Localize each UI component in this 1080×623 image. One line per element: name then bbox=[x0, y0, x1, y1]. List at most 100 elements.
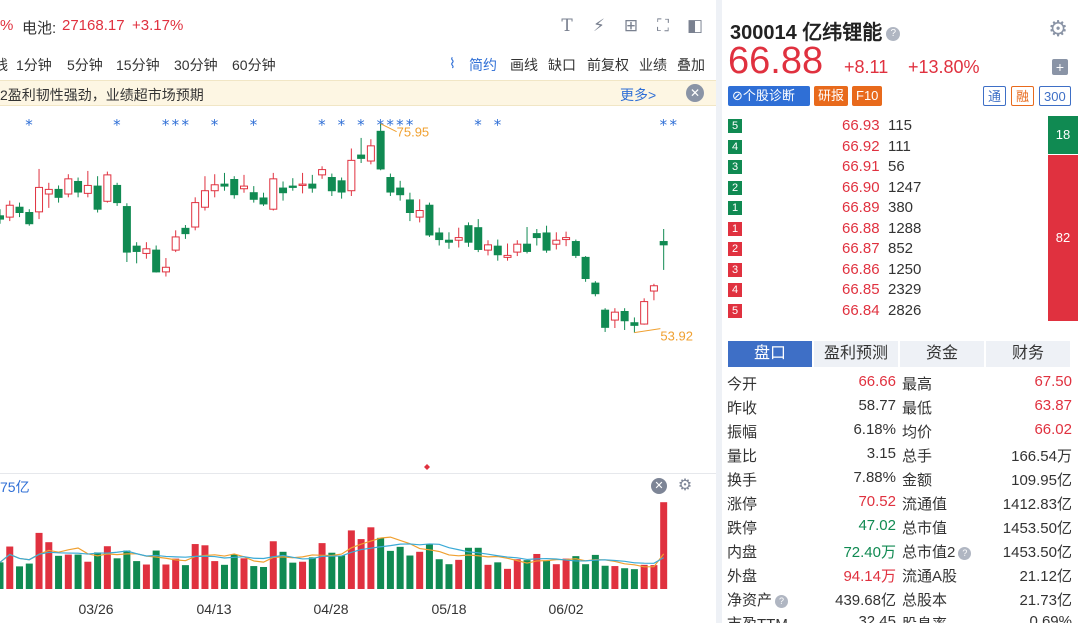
close-icon[interactable]: ✕ bbox=[651, 478, 667, 494]
stat-value: 66.66 bbox=[858, 373, 896, 390]
lightning-icon[interactable]: ⚡ bbox=[593, 16, 605, 35]
simple-button[interactable]: 简约 bbox=[469, 57, 497, 73]
gear-icon[interactable]: ⚙ bbox=[677, 477, 693, 494]
candle bbox=[435, 232, 444, 241]
volume-bar bbox=[474, 547, 482, 589]
stock-title: 300014 亿纬锂能? bbox=[730, 16, 901, 45]
period-15min[interactable]: 15分钟 bbox=[116, 57, 160, 73]
draw-button[interactable]: 画线 bbox=[510, 57, 538, 73]
high-label: 75.95 bbox=[397, 125, 430, 140]
volume-bar bbox=[533, 553, 541, 589]
volume-bar bbox=[6, 546, 14, 589]
candle bbox=[298, 183, 307, 186]
volume-bar bbox=[240, 558, 248, 589]
stat-value: 109.95亿 bbox=[1011, 472, 1072, 489]
volume-bar bbox=[55, 555, 63, 589]
order-book-row[interactable]: 3 66.91 56 bbox=[722, 157, 1042, 177]
candle bbox=[74, 180, 83, 193]
volume-bar bbox=[279, 551, 287, 589]
candle bbox=[83, 184, 92, 194]
level-price: 66.91 bbox=[842, 158, 880, 175]
period-30min[interactable]: 30分钟 bbox=[174, 57, 218, 73]
order-book-row[interactable]: 2 66.87 852 bbox=[722, 239, 1042, 259]
expand-icon[interactable]: ⛶ bbox=[657, 16, 669, 35]
kline-chart[interactable]: ****************** 75.95 53.92 bbox=[0, 106, 716, 473]
stats-row: 跌停 47.02 总市值 1453.50亿 bbox=[722, 515, 1080, 539]
help-icon[interactable]: ? bbox=[775, 594, 789, 608]
stat-key: 市盈TTM bbox=[727, 613, 788, 623]
candle bbox=[659, 241, 668, 246]
stat-key: 今开 bbox=[727, 376, 758, 393]
stat-value: 6.18% bbox=[853, 421, 896, 438]
tab-finance[interactable]: 财务 bbox=[986, 341, 1070, 367]
text-icon[interactable]: T bbox=[561, 16, 573, 36]
volume-ma1 bbox=[0, 536, 665, 568]
stats-row: 量比 3.15 总手 166.54万 bbox=[722, 443, 1080, 467]
order-book-row[interactable]: 1 66.89 380 bbox=[722, 198, 1042, 218]
volume-ma2 bbox=[0, 543, 664, 564]
order-book-row[interactable]: 3 66.86 1250 bbox=[722, 260, 1042, 280]
add-watchlist-icon[interactable]: + bbox=[1052, 59, 1068, 75]
event-star: * bbox=[494, 116, 502, 134]
volume-bar bbox=[572, 556, 580, 589]
gear-icon[interactable]: ⚙ bbox=[1048, 16, 1068, 41]
order-book-row[interactable]: 5 66.84 2826 bbox=[722, 301, 1042, 321]
period-day[interactable]: 线 bbox=[0, 57, 8, 73]
tab-forecast[interactable]: 盈利预测 bbox=[814, 341, 898, 367]
candle bbox=[347, 159, 356, 192]
period-1min[interactable]: 1分钟 bbox=[16, 57, 52, 73]
order-book-row[interactable]: 5 66.93 115 bbox=[722, 116, 1042, 136]
plus-box-icon[interactable]: ⊞ bbox=[623, 16, 639, 35]
candle bbox=[357, 154, 366, 159]
overlay-button[interactable]: 叠加 bbox=[677, 57, 705, 73]
order-book-row[interactable]: 4 66.92 111 bbox=[722, 137, 1042, 157]
gap-button[interactable]: 缺口 bbox=[548, 57, 576, 73]
event-markers: ****************** bbox=[25, 116, 677, 134]
event-star: * bbox=[474, 116, 482, 134]
connect-tag[interactable]: 通 bbox=[983, 86, 1007, 106]
close-icon[interactable]: ✕ bbox=[686, 84, 704, 102]
volume-bar bbox=[181, 565, 189, 589]
period-5min[interactable]: 5分钟 bbox=[67, 57, 103, 73]
candle bbox=[523, 243, 532, 252]
notice-more-link[interactable]: 更多> bbox=[620, 87, 657, 103]
stat-key: 总市值 bbox=[902, 520, 948, 537]
candle bbox=[259, 197, 268, 205]
order-book-row[interactable]: 4 66.85 2329 bbox=[722, 280, 1042, 300]
candle bbox=[318, 169, 327, 176]
earnings-button[interactable]: 业绩 bbox=[639, 57, 667, 73]
candle bbox=[630, 322, 639, 326]
level-index: 1 bbox=[728, 201, 742, 215]
help-icon[interactable]: ? bbox=[958, 546, 972, 560]
stats-row: 换手 7.88% 金额 109.95亿 bbox=[722, 467, 1080, 491]
panel-icon[interactable]: ◧ bbox=[686, 16, 704, 35]
volume-bar bbox=[260, 566, 268, 589]
help-icon[interactable]: ? bbox=[886, 26, 901, 41]
tab-orderbook[interactable]: 盘口 bbox=[728, 341, 812, 367]
research-button[interactable]: 研报 bbox=[814, 86, 849, 106]
candle bbox=[93, 185, 102, 210]
period-60min[interactable]: 60分钟 bbox=[232, 57, 276, 73]
panel-divider[interactable] bbox=[716, 0, 722, 623]
notice-text[interactable]: 2盈利韧性强劲，业绩超市场预期 bbox=[0, 87, 204, 103]
index300-tag[interactable]: 300 bbox=[1039, 86, 1071, 106]
event-star: * bbox=[250, 116, 258, 134]
volume-bar bbox=[191, 544, 199, 589]
diagnosis-icon: ⊘ bbox=[732, 88, 743, 103]
level-price: 66.88 bbox=[842, 219, 880, 237]
adjust-button[interactable]: 前复权 bbox=[587, 57, 629, 73]
event-star: * bbox=[113, 116, 121, 134]
tab-funds[interactable]: 资金 bbox=[900, 341, 984, 367]
candle bbox=[132, 245, 141, 252]
diagnosis-button[interactable]: ⊘个股诊断 bbox=[728, 86, 810, 106]
order-book-row[interactable]: 2 66.90 1247 bbox=[722, 178, 1042, 198]
stats-row: 振幅 6.18% 均价 66.02 bbox=[722, 419, 1080, 443]
order-book-row[interactable]: 1 66.88 1288 bbox=[722, 219, 1042, 239]
volume-bar bbox=[103, 546, 111, 589]
volume-bar bbox=[396, 546, 404, 589]
candle bbox=[152, 249, 161, 273]
volume-bar bbox=[269, 541, 277, 589]
margin-tag[interactable]: 融 bbox=[1011, 86, 1035, 106]
ask-ratio-bar: 18 bbox=[1048, 116, 1078, 154]
f10-button[interactable]: F10 bbox=[852, 86, 883, 106]
